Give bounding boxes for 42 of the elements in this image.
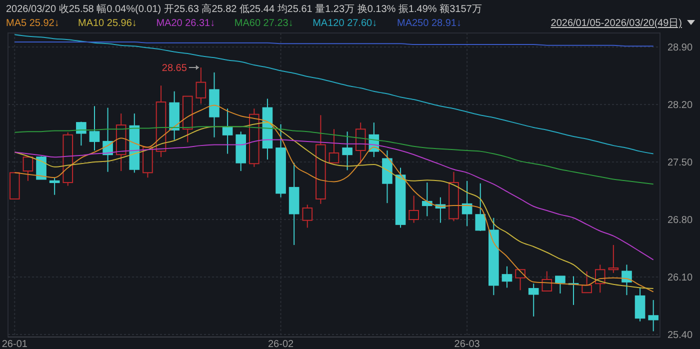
candlestick <box>302 204 313 228</box>
candlestick <box>222 108 233 154</box>
candlestick <box>582 270 592 294</box>
candlestick <box>528 283 539 317</box>
x-tick-label: 26-01 <box>2 339 28 349</box>
x-tick-label: 26-03 <box>454 339 480 349</box>
candlestick <box>328 128 340 164</box>
line-series <box>14 34 654 154</box>
candlestick <box>502 266 512 288</box>
candlestick <box>475 182 486 232</box>
candlestick <box>49 177 60 196</box>
candlestick <box>89 106 100 151</box>
candlestick <box>22 156 34 182</box>
candlestick <box>622 264 632 296</box>
candlestick <box>608 244 619 274</box>
annotation: 28.65 <box>162 63 188 74</box>
candlestick <box>342 131 352 171</box>
y-tick-label: 26.80 <box>667 215 693 226</box>
y-tick-label: 28.90 <box>667 42 693 54</box>
x-tick-label: 26-02 <box>268 339 294 349</box>
text: MA120 27.60↓ <box>312 18 378 29</box>
text: MA10 25.96↓ <box>78 18 137 29</box>
candlestick <box>408 195 419 224</box>
y-tick-label: 26.10 <box>667 272 693 284</box>
candlestick <box>634 287 646 322</box>
candlestick <box>76 121 86 146</box>
text: MA20 26.31↓ <box>156 18 216 29</box>
chart-title: 2026/03/20 收25.58 幅0.04%(0.01) 开25.63 高25.82 低25.44 均25.61 量1.23万 换0.13% 振1.49% 额3157万 <box>6 3 482 15</box>
candlestick <box>555 276 566 294</box>
candlestick <box>515 269 526 291</box>
chart-subtitle: 2026/01/05-2026/03/20(49日) <box>550 18 682 29</box>
candlestick <box>648 300 659 332</box>
text: MA5 25.92↓ <box>6 18 60 29</box>
candlestick <box>462 180 472 227</box>
candlestick <box>355 122 366 164</box>
series-label: MA250 28.91↓ <box>397 18 462 29</box>
candlestick <box>196 67 206 104</box>
y-tick-label: 25.40 <box>667 330 693 342</box>
y-tick-label: 28.20 <box>667 100 693 111</box>
candlestick <box>542 270 552 292</box>
text: MA60 27.23↓ <box>234 18 294 29</box>
y-tick-label: 27.50 <box>667 157 693 168</box>
